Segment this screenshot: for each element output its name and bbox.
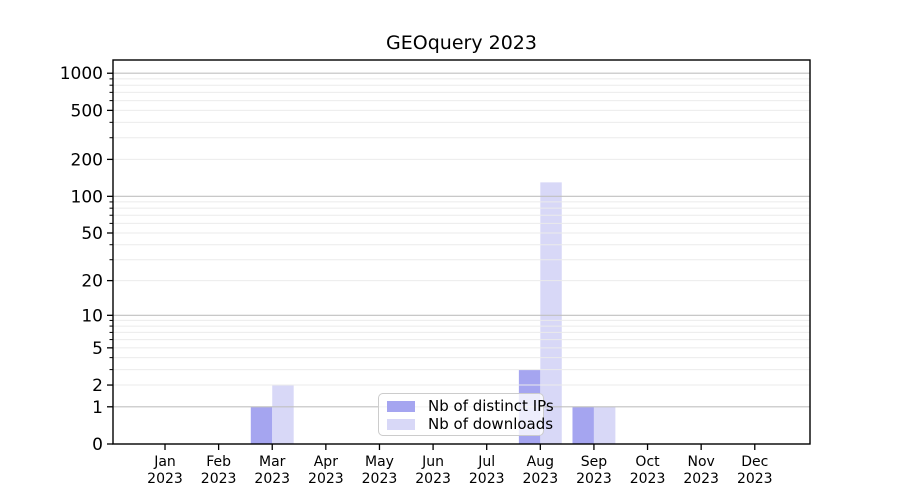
x-tick-label: May 2023 — [362, 454, 398, 487]
y-tick-label: 500 — [71, 101, 103, 121]
x-tick-label: Apr 2023 — [308, 454, 344, 487]
x-tick-label: Sep 2023 — [576, 454, 612, 487]
plot-border — [112, 59, 811, 445]
y-tick-label: 0 — [92, 435, 103, 455]
x-tick-label: Jul 2023 — [469, 454, 505, 487]
legend-label-downloads: Nb of downloads — [428, 415, 554, 433]
bar-downloads-sep — [593, 406, 616, 444]
legend-item-distinct-ips: Nb of distinct IPs — [387, 397, 554, 415]
legend-swatch-downloads — [387, 418, 415, 430]
legend-swatch-distinct-ips — [387, 400, 415, 412]
legend-label-distinct-ips: Nb of distinct IPs — [428, 397, 554, 415]
y-tick-label: 1 — [92, 398, 103, 418]
bar-distinct-ips-sep — [572, 406, 594, 444]
y-tick-label: 5 — [92, 339, 103, 359]
y-tick-label: 10 — [81, 306, 103, 326]
x-tick-label: Jun 2023 — [415, 454, 451, 487]
x-tick-label: Feb 2023 — [201, 454, 237, 487]
y-tick-label: 20 — [81, 272, 103, 292]
legend-box: Nb of distinct IPs Nb of downloads — [378, 393, 554, 436]
x-tick-label: Mar 2023 — [254, 454, 290, 487]
bar-downloads-mar — [272, 385, 294, 444]
y-tick-label: 2 — [92, 376, 103, 396]
y-tick-label: 50 — [81, 224, 103, 244]
chart-title: GEOquery 2023 — [386, 32, 537, 54]
legend-item-downloads: Nb of downloads — [387, 415, 553, 433]
x-tick-label: Oct 2023 — [630, 454, 666, 487]
y-tick-label: 200 — [71, 150, 103, 170]
bar-distinct-ips-mar — [250, 406, 273, 444]
x-tick-label: Dec 2023 — [737, 454, 773, 487]
y-tick-label: 100 — [71, 187, 103, 207]
x-tick-label: Jan 2023 — [147, 454, 183, 487]
bar-downloads-aug — [540, 182, 562, 444]
x-tick-label: Nov 2023 — [683, 454, 719, 487]
y-tick-label: 1000 — [60, 64, 103, 84]
x-tick-label: Aug 2023 — [522, 454, 558, 487]
